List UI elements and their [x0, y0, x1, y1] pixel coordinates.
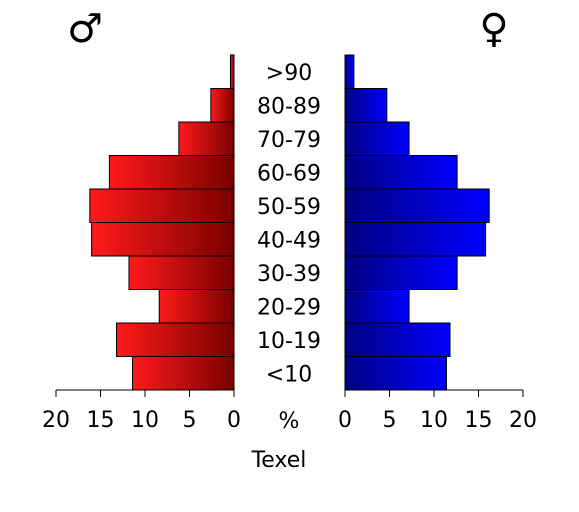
female-tick-label-4: 20	[509, 408, 537, 433]
male-bar-8	[210, 88, 235, 123]
male-bar-6	[108, 155, 235, 190]
female-bar-6	[344, 155, 458, 190]
female-bar-3	[344, 255, 458, 290]
age-label-4: 40-49	[257, 228, 321, 253]
male-x-axis: 0 5 10 15 20	[42, 389, 241, 433]
male-bar-0	[132, 356, 235, 391]
female-tick-label-0: 0	[338, 408, 352, 433]
age-group-labels: <10 10-19 20-29 30-39 40-49 50-59 60-69 70-79 80…	[257, 61, 321, 388]
age-label-8: 80-89	[257, 94, 321, 119]
male-tick-label-1: 5	[183, 408, 197, 433]
male-bar-4	[91, 222, 235, 257]
age-label-2: 20-29	[257, 295, 321, 320]
female-bar-8	[344, 88, 388, 123]
age-label-1: 10-19	[257, 329, 321, 354]
female-tick-label-1: 5	[383, 408, 397, 433]
female-bar-5	[344, 188, 490, 223]
female-bar-1	[344, 322, 451, 357]
female-bar-4	[344, 222, 487, 257]
female-tick-label-2: 10	[420, 408, 448, 433]
male-bar-7	[178, 121, 235, 156]
female-bar-7	[344, 121, 410, 156]
age-label-9: >90	[266, 61, 312, 86]
female-x-axis: 0 5 10 15 20	[338, 389, 537, 433]
male-tick-label-3: 15	[87, 408, 115, 433]
male-bar-9	[229, 54, 235, 89]
male-bar-2	[158, 289, 235, 324]
male-bar-5	[89, 188, 235, 223]
male-bars	[89, 54, 235, 391]
female-bars	[344, 54, 490, 391]
male-bar-1	[116, 322, 235, 357]
male-tick-label-4: 20	[42, 408, 70, 433]
age-label-5: 50-59	[257, 195, 321, 220]
female-bar-9	[344, 54, 355, 89]
male-tick-label-2: 10	[131, 408, 159, 433]
male-symbol-icon: ♂	[67, 6, 103, 52]
female-tick-label-3: 15	[465, 408, 493, 433]
chart-caption: Texel	[251, 448, 307, 473]
female-symbol-icon: ♀	[479, 6, 508, 52]
age-label-3: 30-39	[257, 262, 321, 287]
age-label-0: <10	[266, 362, 312, 387]
female-bar-2	[344, 289, 410, 324]
female-bar-0	[344, 356, 447, 391]
male-bar-3	[128, 255, 235, 290]
age-label-6: 60-69	[257, 161, 321, 186]
age-label-7: 70-79	[257, 128, 321, 153]
unit-label: %	[279, 409, 300, 434]
male-tick-label-0: 0	[227, 408, 241, 433]
